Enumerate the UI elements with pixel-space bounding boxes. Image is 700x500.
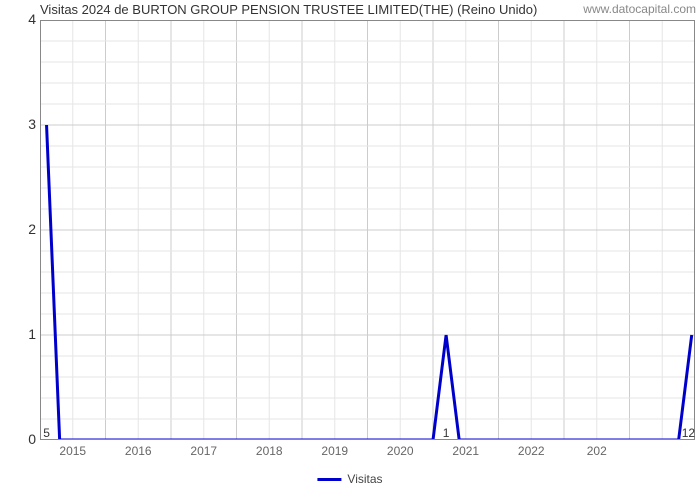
- chart-watermark: www.datocapital.com: [583, 2, 696, 16]
- x-tick-label: 202: [587, 444, 607, 458]
- y-tick-label: 0: [6, 431, 36, 447]
- data-point-label: 1: [443, 426, 450, 440]
- chart-container: Visitas 2024 de BURTON GROUP PENSION TRU…: [0, 0, 700, 500]
- y-tick-label: 3: [6, 116, 36, 132]
- plot-area: [40, 20, 695, 440]
- x-tick-label: 2016: [125, 444, 152, 458]
- data-point-label: 12: [682, 426, 695, 440]
- x-tick-label: 2018: [256, 444, 283, 458]
- x-tick-label: 2017: [190, 444, 217, 458]
- y-tick-label: 2: [6, 221, 36, 237]
- data-point-label: 5: [43, 426, 50, 440]
- x-tick-label: 2020: [387, 444, 414, 458]
- x-tick-label: 2021: [452, 444, 479, 458]
- y-tick-label: 1: [6, 326, 36, 342]
- legend-line: [317, 478, 341, 481]
- chart-title: Visitas 2024 de BURTON GROUP PENSION TRU…: [40, 2, 537, 17]
- x-tick-label: 2022: [518, 444, 545, 458]
- legend-label: Visitas: [347, 472, 382, 486]
- x-tick-label: 2019: [321, 444, 348, 458]
- chart-legend: Visitas: [317, 472, 382, 486]
- x-tick-label: 2015: [59, 444, 86, 458]
- y-tick-label: 4: [6, 11, 36, 27]
